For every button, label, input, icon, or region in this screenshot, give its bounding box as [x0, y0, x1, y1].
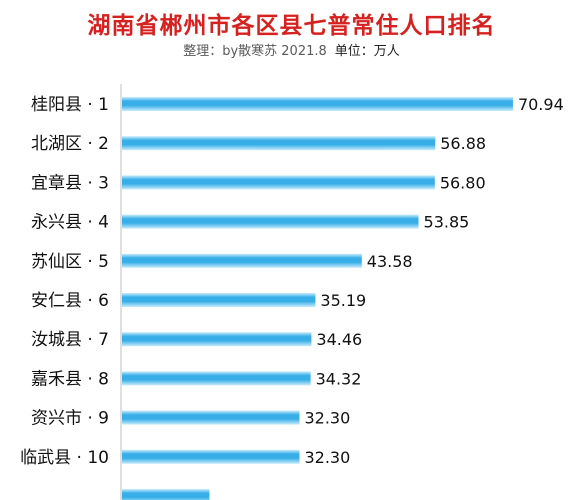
value-label: 53.85: [424, 213, 470, 232]
bars-layer: 桂阳县 · 1 70.94 北湖区 · 2 56.88 宜章县 · 3 56.80 永兴县 …: [20, 84, 564, 500]
bar: [122, 136, 436, 151]
category-label: 永兴县 · 4: [31, 213, 109, 233]
value-label: 70.94: [518, 95, 564, 114]
value-label: 32.30: [304, 448, 350, 467]
bar: [122, 371, 311, 386]
bar: [122, 175, 435, 190]
value-label: 32.30: [304, 409, 350, 428]
category-label: 汝城县 · 7: [31, 330, 109, 350]
bar: [122, 214, 419, 229]
bar: [122, 410, 300, 425]
bar: [122, 332, 312, 347]
category-label: 嘉禾县 · 8: [31, 369, 109, 389]
value-label: 34.32: [316, 369, 362, 388]
category-label: 桂阳县 · 1: [31, 95, 109, 115]
chart-title: 湖南省郴州市各区县七普常住人口排名: [87, 13, 496, 39]
value-label: 34.46: [316, 330, 362, 349]
chart-unit-label: 单位：万人: [334, 44, 400, 59]
chart-subtitle: 整理：by散寒苏 2021.8 单位：万人: [0, 40, 583, 59]
category-label: 资兴市 · 9: [31, 409, 109, 429]
value-label: 56.88: [440, 134, 486, 153]
bar: [122, 489, 210, 500]
category-label: 临武县 · 10: [20, 448, 109, 468]
category-label: 宜章县 · 3: [31, 173, 109, 193]
bar: [122, 293, 316, 307]
chart-credit: 整理：by散寒苏 2021.8: [183, 44, 327, 59]
category-label: 北湖区 · 2: [31, 134, 109, 154]
value-label: 35.19: [320, 291, 366, 310]
value-label: 56.80: [440, 173, 486, 192]
bar: [122, 253, 362, 268]
category-label: 安仁县 · 6: [31, 291, 109, 311]
value-label: 43.58: [367, 252, 413, 271]
category-label: 苏仙区 · 5: [31, 252, 109, 272]
bar: [122, 449, 300, 464]
bar: [122, 97, 513, 111]
